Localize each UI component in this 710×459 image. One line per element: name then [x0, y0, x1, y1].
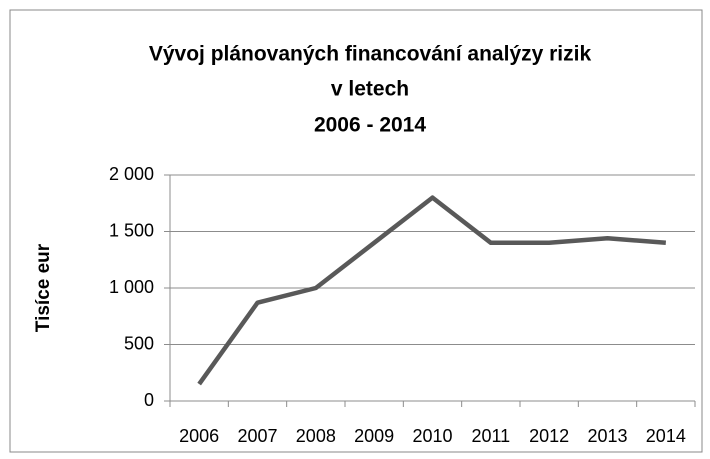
- y-tick-label: 1 000: [109, 277, 154, 297]
- chart-title: Vývoj plánovaných financování analýzy ri…: [149, 43, 592, 66]
- chart-title: v letech: [331, 78, 409, 101]
- x-tick-label: 2014: [646, 426, 686, 446]
- y-tick-label: 500: [124, 333, 154, 353]
- y-tick-label: 2 000: [109, 164, 154, 184]
- chart-title: 2006 - 2014: [314, 114, 426, 137]
- x-tick-label: 2010: [412, 426, 452, 446]
- x-tick-label: 2011: [471, 426, 510, 446]
- x-tick-label: 2007: [237, 426, 277, 446]
- y-tick-label: 0: [144, 390, 154, 410]
- y-tick-label: 1 500: [109, 220, 154, 240]
- x-tick-label: 2012: [529, 426, 569, 446]
- data-line: [197, 195, 667, 386]
- x-tick-label: 2006: [179, 426, 219, 446]
- x-tick-label: 2008: [296, 426, 336, 446]
- x-tick-label: 2013: [587, 426, 627, 446]
- y-axis-label: Tisíce eur: [33, 243, 54, 332]
- x-tick-label: 2009: [354, 426, 394, 446]
